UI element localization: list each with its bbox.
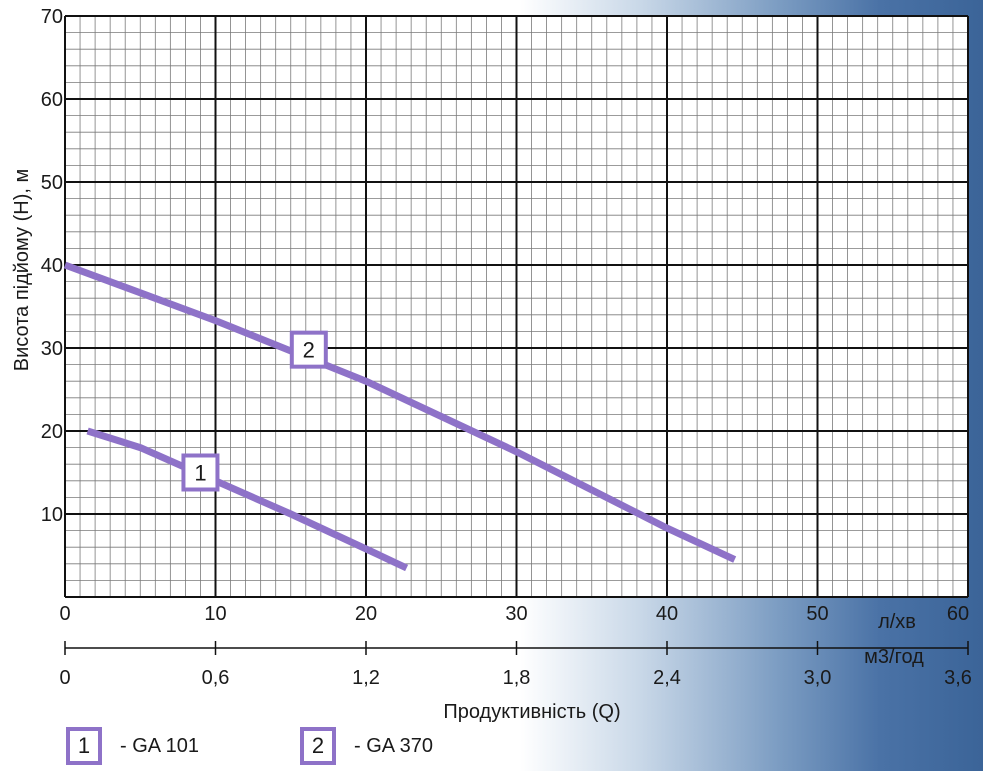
x-unit-label: л/хв: [878, 611, 916, 633]
x-tick-label: 50: [806, 603, 828, 625]
series-line-1: [86, 427, 409, 572]
y-tick-label: 60: [41, 89, 63, 111]
x-tick-label: 60: [947, 603, 969, 625]
legend-label-ga101: - GA 101: [120, 734, 199, 757]
x2-tick-label: 1,2: [352, 667, 380, 689]
x2-tick-label: 0,6: [202, 667, 230, 689]
tick-labels: 10 20 30 40 50 60 70 0 10 20 30 40 50 60 0 0,6 1,2 1,8 2,4…: [41, 6, 972, 689]
legend-label-ga370: - GA 370: [354, 734, 433, 757]
x-tick-label: 0: [59, 603, 70, 625]
x-tick-label: 10: [204, 603, 226, 625]
series-label-box-1: 1: [181, 453, 220, 492]
legend-marker-2: 2: [300, 727, 336, 765]
x-axis-title: Продуктивність (Q): [443, 701, 620, 723]
series-line-2: [63, 261, 737, 563]
series-label-2: 2: [303, 338, 315, 363]
major-grid: [64, 15, 969, 655]
y-axis-title: Висота підйому (H), м: [11, 169, 33, 371]
legend-marker-1: 1: [66, 727, 102, 765]
x2-tick-label: 3,0: [804, 667, 832, 689]
curves: 12: [63, 261, 737, 572]
y-tick-label: 10: [41, 504, 63, 526]
x-tick-label: 40: [656, 603, 678, 625]
y-tick-label: 40: [41, 255, 63, 277]
series-label-1: 1: [194, 461, 206, 486]
series-label-box-2: 2: [289, 330, 328, 369]
legend-item-ga370: 2 - GA 370: [300, 727, 433, 765]
y-tick-label: 50: [41, 172, 63, 194]
y-tick-label: 20: [41, 421, 63, 443]
x-tick-label: 20: [355, 603, 377, 625]
legend-item-ga101: 1 - GA 101: [66, 727, 199, 765]
x2-unit-label: м3/год: [864, 646, 924, 668]
y-tick-label: 70: [41, 6, 63, 28]
y-tick-label: 30: [41, 338, 63, 360]
x-tick-label: 30: [505, 603, 527, 625]
x2-tick-label: 1,8: [503, 667, 531, 689]
x2-tick-label: 3,6: [944, 667, 972, 689]
x2-tick-label: 0: [59, 667, 70, 689]
x2-tick-label: 2,4: [653, 667, 681, 689]
